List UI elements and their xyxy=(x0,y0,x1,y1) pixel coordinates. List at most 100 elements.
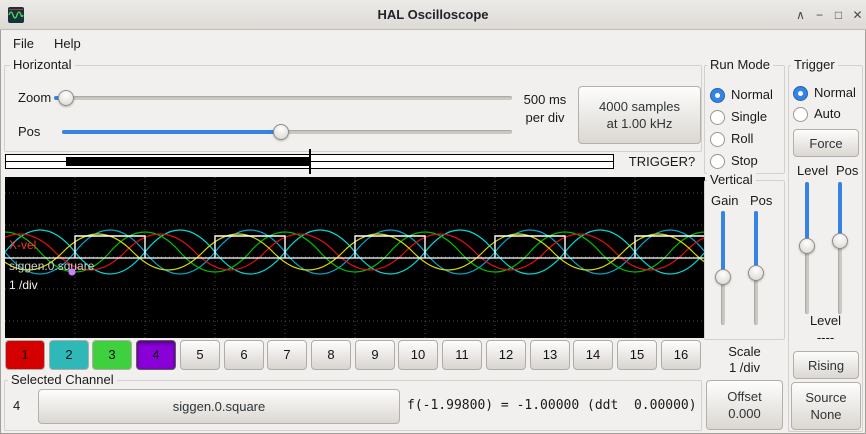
vertical-pos-slider[interactable] xyxy=(747,211,765,325)
record-window-bar xyxy=(66,157,311,166)
radio-label: Normal xyxy=(731,87,773,102)
channel-button-13[interactable]: 13 xyxy=(530,340,570,370)
scope-canvas: X-vel siggen.0.square 1 /div xyxy=(0,177,764,338)
trigger-pos-handle[interactable] xyxy=(832,233,848,249)
zoom-label: Zoom xyxy=(18,90,52,105)
scope-trace4-label: siggen.0.square xyxy=(9,259,95,273)
radio-label: Stop xyxy=(731,153,758,168)
pos-slider-fill xyxy=(62,130,281,134)
vertical-gain-handle[interactable] xyxy=(715,269,731,285)
channel-value-readout: f(-1.99800) = -1.00000 (ddt 0.00000) xyxy=(407,398,697,413)
channel-button-2[interactable]: 2 xyxy=(49,340,89,370)
trigger-status: TRIGGER? xyxy=(628,154,696,169)
menubar: File Help xyxy=(0,31,866,57)
trigger-normal-radio[interactable]: Normal xyxy=(793,85,856,101)
radio-label: Normal xyxy=(814,85,856,100)
vertical-offset-label: Offset xyxy=(727,389,762,404)
trigger-level-value: ---- xyxy=(816,330,835,345)
radio-icon xyxy=(710,109,725,125)
selected-channel-number: 4 xyxy=(13,398,21,413)
scope-trace1-label: X-vel xyxy=(9,238,36,252)
trace-yellow xyxy=(0,233,764,271)
channel-button-16[interactable]: 16 xyxy=(661,340,701,370)
trigger-position-marker xyxy=(309,149,311,174)
trigger-pos-fill xyxy=(838,182,842,241)
menu-help[interactable]: Help xyxy=(54,36,81,51)
horizontal-frame-label: Horizontal xyxy=(10,57,75,73)
timebase-line1: 500 ms xyxy=(523,92,567,107)
trigger-level-caption: Level xyxy=(809,313,842,328)
trigger-pos-slider[interactable] xyxy=(831,182,849,314)
trigger-pos-slider-label: Pos xyxy=(836,163,859,178)
record-length-button[interactable]: 4000 samples at 1.00 kHz xyxy=(578,86,701,144)
minimize-window-icon[interactable]: − xyxy=(815,8,823,22)
trigger-edge-button[interactable]: Rising xyxy=(793,351,859,379)
force-trigger-button[interactable]: Force xyxy=(793,129,859,157)
menu-file[interactable]: File xyxy=(13,36,34,51)
pos-label: Pos xyxy=(18,124,41,139)
trigger-level-slider[interactable] xyxy=(798,182,816,314)
channel-button-12[interactable]: 12 xyxy=(486,340,526,370)
channel-button-6[interactable]: 6 xyxy=(224,340,264,370)
samples-line2: at 1.00 kHz xyxy=(606,116,673,131)
channel-button-8[interactable]: 8 xyxy=(311,340,351,370)
run-mode-normal-radio[interactable]: Normal xyxy=(710,87,773,103)
titlebar: HAL Oscilloscope ∧ − □ ✕ xyxy=(0,0,866,30)
scope-display: X-vel siggen.0.square 1 /div xyxy=(0,177,764,338)
channel-button-5[interactable]: 5 xyxy=(180,340,220,370)
trigger-level-fill xyxy=(805,182,809,246)
trigger-source-label: Source xyxy=(805,390,847,405)
trigger-source-button[interactable]: Source None xyxy=(791,382,861,430)
channel-button-7[interactable]: 7 xyxy=(267,340,307,370)
channel-button-4[interactable]: 4 xyxy=(136,340,176,370)
channel-button-14[interactable]: 14 xyxy=(573,340,613,370)
channel-button-11[interactable]: 11 xyxy=(442,340,482,370)
pos-slider[interactable] xyxy=(62,123,512,141)
radio-label: Auto xyxy=(814,106,841,121)
channel-button-10[interactable]: 10 xyxy=(398,340,438,370)
run-mode-frame-label: Run Mode xyxy=(707,57,773,73)
scope-scale-label: 1 /div xyxy=(9,278,38,292)
timebase-line2: per div xyxy=(525,110,565,125)
channel-button-1[interactable]: 1 xyxy=(5,340,45,370)
radio-icon xyxy=(793,106,808,122)
vertical-frame-label: Vertical xyxy=(707,172,756,188)
vertical-scale-caption: Scale xyxy=(728,344,761,359)
trigger-level-handle[interactable] xyxy=(799,238,815,254)
trigger-frame-label: Trigger xyxy=(791,57,838,73)
shade-window-icon[interactable]: ∧ xyxy=(796,8,805,22)
run-mode-stop-radio[interactable]: Stop xyxy=(710,153,758,169)
vertical-gain-label: Gain xyxy=(711,193,739,208)
zoom-slider-handle[interactable] xyxy=(58,90,74,106)
maximize-window-icon[interactable]: □ xyxy=(834,8,843,22)
samples-line1: 4000 samples xyxy=(599,99,680,114)
channel-source-button[interactable]: siggen.0.square xyxy=(38,389,400,424)
radio-selected-icon xyxy=(793,85,808,101)
vertical-gain-fill xyxy=(721,211,725,277)
horizontal-frame xyxy=(4,65,702,152)
radio-label: Single xyxy=(731,109,768,124)
vertical-offset-button[interactable]: Offset 0.000 xyxy=(706,380,783,430)
run-mode-single-radio[interactable]: Single xyxy=(710,109,767,125)
timebase-readout: 500 ms per div xyxy=(514,91,576,127)
vertical-pos-fill xyxy=(754,211,758,273)
radio-icon xyxy=(710,131,725,147)
trigger-source-value: None xyxy=(810,407,842,422)
vertical-pos-handle[interactable] xyxy=(748,265,764,281)
vertical-gain-slider[interactable] xyxy=(714,211,732,325)
channel-button-9[interactable]: 9 xyxy=(355,340,395,370)
radio-icon xyxy=(710,153,725,169)
zoom-slider[interactable] xyxy=(54,89,512,107)
run-mode-roll-radio[interactable]: Roll xyxy=(710,131,753,147)
radio-label: Roll xyxy=(731,131,754,146)
pos-slider-handle[interactable] xyxy=(273,124,289,140)
channel-button-3[interactable]: 3 xyxy=(92,340,132,370)
selected-channel-frame xyxy=(4,380,702,431)
window-title: HAL Oscilloscope xyxy=(377,7,489,22)
channel-button-15[interactable]: 15 xyxy=(617,340,657,370)
selected-channel-frame-label: Selected Channel xyxy=(8,372,117,388)
vertical-scale-value: 1 /div xyxy=(728,360,761,375)
trigger-auto-radio[interactable]: Auto xyxy=(793,106,841,122)
close-window-icon[interactable]: ✕ xyxy=(852,8,863,22)
